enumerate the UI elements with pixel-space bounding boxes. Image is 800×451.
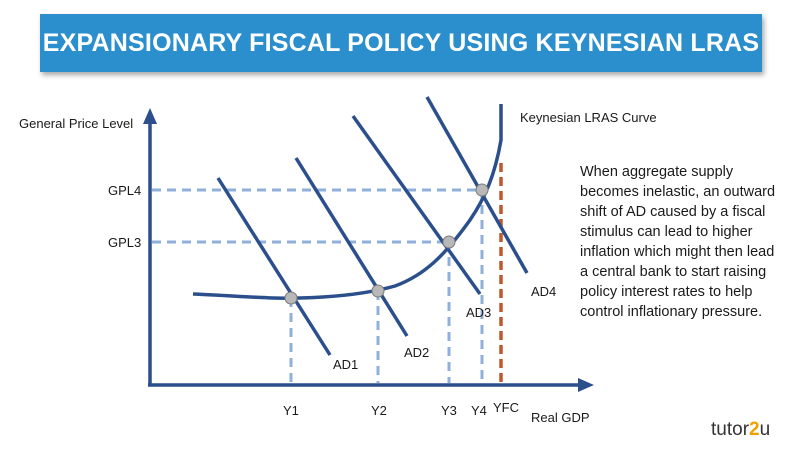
y3-label: Y3 <box>441 403 457 418</box>
equilibrium-point-3 <box>442 235 456 249</box>
equilibrium-point-2 <box>371 284 385 298</box>
ad1-curve <box>216 177 332 356</box>
y4-label: Y4 <box>471 403 487 418</box>
logo-text: tutor2u <box>711 419 771 440</box>
ad4-curve <box>425 96 529 274</box>
ad1-label: AD1 <box>333 357 358 372</box>
y2-label: Y2 <box>371 403 387 418</box>
ad2-curve <box>294 157 409 337</box>
lras-curve-label: Keynesian LRAS Curve <box>520 110 657 125</box>
axes <box>148 120 583 387</box>
y-axis-label: General Price Level <box>19 116 133 131</box>
x-axis-arrow <box>578 378 594 392</box>
yfc-label: YFC <box>493 400 519 415</box>
ad4-label: AD4 <box>531 284 556 299</box>
tutor2u-logo: tutor2u <box>711 419 770 441</box>
x-axis-label: Real GDP <box>531 410 590 425</box>
logo-accent: 2 <box>749 419 760 440</box>
explanation-text: When aggregate supply becomes inelastic,… <box>580 164 776 320</box>
title-banner: EXPANSIONARY FISCAL POLICY USING KEYNESI… <box>40 14 762 72</box>
gpl4-label: GPL4 <box>108 183 141 198</box>
diagram-title: EXPANSIONARY FISCAL POLICY USING KEYNESI… <box>42 28 760 57</box>
equilibrium-point-4 <box>475 183 489 197</box>
ad3-curve <box>351 114 482 296</box>
ad3-label: AD3 <box>466 305 491 320</box>
ad-curves <box>216 96 529 356</box>
guide-lines <box>152 188 484 383</box>
equilibrium-points <box>284 183 489 305</box>
equilibrium-point-1 <box>284 291 298 305</box>
y-axis-arrow <box>143 108 157 124</box>
y1-label: Y1 <box>283 403 299 418</box>
lras-curve <box>192 104 503 300</box>
ad2-label: AD2 <box>404 345 429 360</box>
gpl3-label: GPL3 <box>108 235 141 250</box>
